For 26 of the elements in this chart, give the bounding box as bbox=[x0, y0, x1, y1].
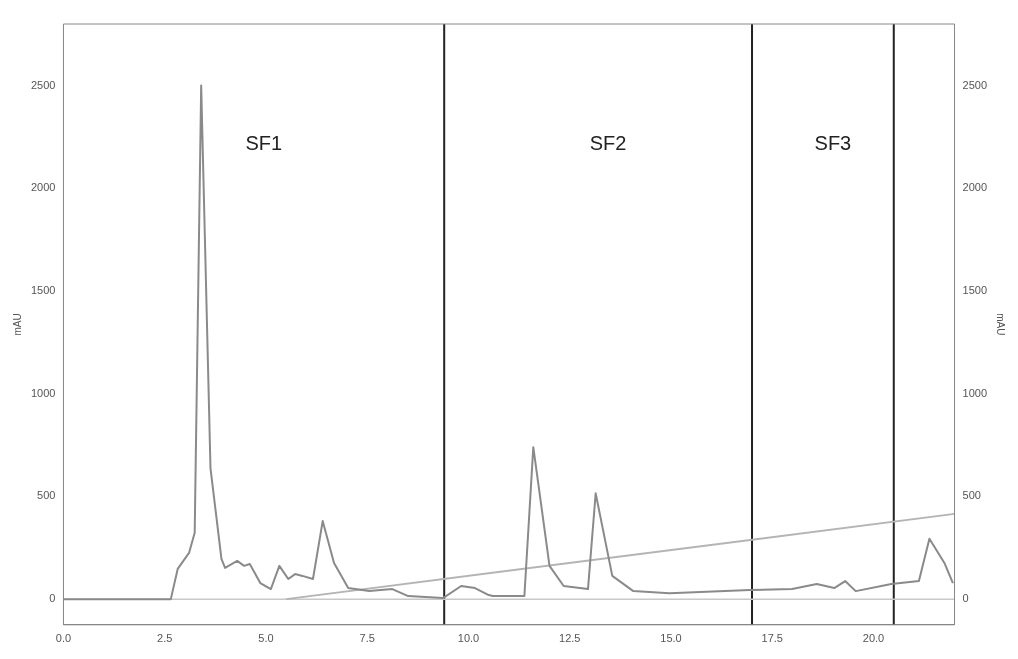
annotation: SF3 bbox=[814, 131, 852, 154]
y-tick-label: 1000 bbox=[30, 386, 56, 399]
y-axis-title: mAU bbox=[11, 313, 23, 336]
y2-tick-label: 0 bbox=[962, 592, 969, 605]
x-tick-label: 5.0 bbox=[258, 632, 274, 645]
y-tick-label: 1500 bbox=[30, 284, 56, 297]
x-tick-label: 10.0 bbox=[457, 632, 480, 645]
y2-tick-label: 2000 bbox=[962, 181, 988, 194]
annotation: SF1 bbox=[245, 131, 283, 154]
y2-tick-label: 2500 bbox=[962, 78, 988, 91]
y2-axis-title: mAU bbox=[995, 313, 1007, 336]
y2-tick-label: 500 bbox=[962, 489, 981, 502]
x-tick-label: 20.0 bbox=[862, 632, 885, 645]
y-tick-label: 2500 bbox=[30, 78, 56, 91]
y-tick-label: 500 bbox=[37, 489, 56, 502]
y2-tick-label: 1000 bbox=[962, 386, 988, 399]
annotation: SF2 bbox=[589, 131, 627, 154]
x-tick-label: 2.5 bbox=[157, 632, 173, 645]
y-tick-label: 2000 bbox=[30, 181, 56, 194]
x-tick-label: 17.5 bbox=[761, 632, 783, 645]
x-tick-label: 15.0 bbox=[660, 632, 682, 645]
x-tick-label: 0.0 bbox=[55, 632, 72, 645]
y-tick-label: 0 bbox=[49, 592, 56, 605]
y2-tick-label: 1500 bbox=[962, 284, 988, 297]
x-tick-label: 7.5 bbox=[359, 632, 375, 645]
x-tick-label: 12.5 bbox=[559, 632, 581, 645]
